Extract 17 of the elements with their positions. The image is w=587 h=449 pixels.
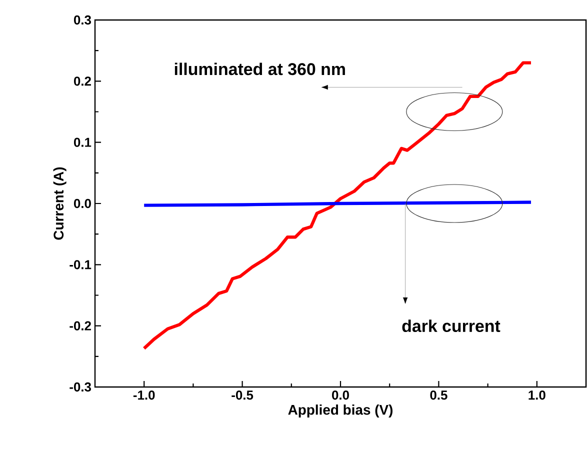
x-tick-label: 1.0 bbox=[528, 390, 546, 400]
y-tick-label: -0.3 bbox=[70, 382, 92, 392]
y-tick-label: 0.0 bbox=[74, 198, 91, 208]
y-tick-label: 0.3 bbox=[74, 15, 92, 25]
x-tick-label: 0.0 bbox=[332, 390, 349, 400]
y-tick-label: 0.1 bbox=[74, 138, 92, 147]
annotation: dark current bbox=[402, 320, 500, 332]
y-tick-label: -0.2 bbox=[70, 321, 91, 330]
annotation: illuminated at 360 nm bbox=[174, 62, 345, 76]
y-tick-label: -0.1 bbox=[70, 260, 92, 270]
x-axis-title: Applied bias (V) bbox=[288, 404, 393, 418]
line-series bbox=[142, 61, 533, 350]
x-tick-label: -1.0 bbox=[133, 390, 155, 400]
x-tick-label: 0.5 bbox=[430, 390, 448, 400]
y-axis-title: Current (A) bbox=[53, 167, 66, 240]
y-tick-label: 0.2 bbox=[74, 76, 91, 86]
x-tick-label: -0.5 bbox=[232, 390, 254, 400]
